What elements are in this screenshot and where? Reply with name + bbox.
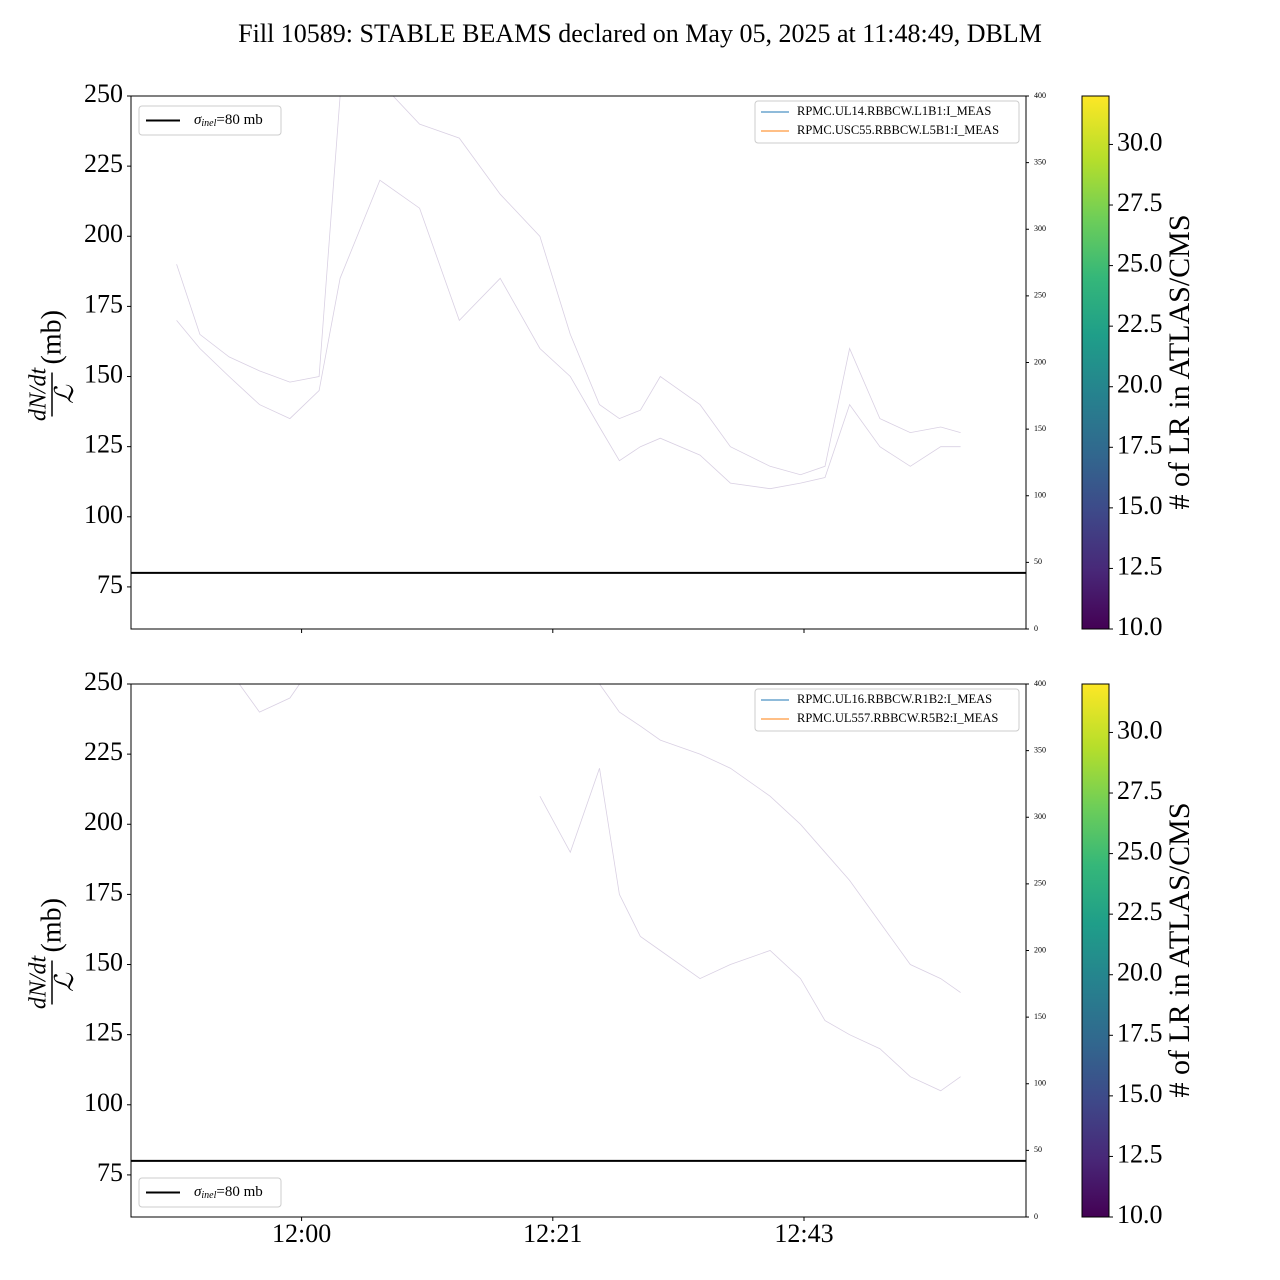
plot-frame	[130, 95, 1027, 630]
legend-text: =80 mb	[216, 112, 262, 128]
y-label-denominator: ℒ	[50, 384, 79, 404]
colorbar-tick-label: 15.0	[1117, 1079, 1163, 1108]
y-tick-label: 200	[84, 219, 123, 248]
legend-subscript: inel	[201, 118, 216, 129]
y2-tick-label: 200	[1034, 357, 1046, 366]
legend-symbol: σ	[194, 112, 202, 128]
y-tick-label: 200	[84, 807, 123, 836]
y2-tick-label: 300	[1034, 224, 1046, 233]
y2-tick-label: 100	[1034, 491, 1046, 500]
colorbar-tick-label: 15.0	[1117, 491, 1163, 520]
y2-tick-label: 400	[1034, 91, 1046, 100]
colorbar-tick-label: 22.5	[1117, 309, 1163, 338]
legend-box	[138, 105, 282, 136]
y2-tick-label: 0	[1034, 624, 1038, 633]
legend-label: RPMC.UL557.RBBCW.R5B2:I_MEAS	[797, 711, 998, 725]
y-label-denominator: ℒ	[50, 972, 79, 992]
colorbar-tick-label: 20.0	[1117, 958, 1163, 987]
legend: σinel=80 mb RPMC.UL16.RBBCW.R1B2:I_MEAS RP…	[138, 688, 1020, 1208]
y-label-unit: (mb)	[36, 310, 67, 364]
y2-tick-label: 400	[1034, 679, 1046, 688]
figure-title: Fill 10589: STABLE BEAMS declared on May…	[238, 19, 1042, 48]
y-axis-label: dN/dtℒ (mb)	[26, 898, 79, 1009]
y-tick-label: 150	[84, 947, 123, 976]
y-tick-label: 75	[97, 1158, 123, 1187]
y-label-numerator: dN/dt	[26, 954, 52, 1009]
series-line	[539, 768, 961, 1092]
y2-tick-label: 0	[1034, 1212, 1038, 1221]
y2-tick-label: 150	[1034, 424, 1046, 433]
legend-label: RPMC.UL14.RBBCW.L1B1:I_MEAS	[797, 104, 991, 118]
y-tick-label: 225	[84, 737, 123, 766]
y-label-numerator: dN/dt	[26, 366, 52, 421]
y2-tick-label: 300	[1034, 812, 1046, 821]
colorbar-tick-label: 27.5	[1117, 188, 1163, 217]
colorbar	[1081, 683, 1110, 1218]
legend-label: RPMC.UL16.RBBCW.R1B2:I_MEAS	[797, 692, 992, 706]
y2-tick-label: 50	[1034, 1145, 1042, 1154]
y-tick-label: 250	[84, 79, 123, 108]
x-tick-label: 12:00	[272, 1219, 331, 1248]
y2-tick-label: 50	[1034, 557, 1042, 566]
colorbar	[1081, 95, 1110, 630]
y-tick-label: 175	[84, 289, 123, 318]
y-tick-label: 150	[84, 359, 123, 388]
x-tick-label: 12:21	[523, 1219, 582, 1248]
y-tick-label: 75	[97, 570, 123, 599]
y-tick-label: 125	[84, 430, 123, 459]
legend-label: σinel=80 mb	[194, 1184, 263, 1201]
plot-frame	[130, 683, 1027, 1218]
y-tick-label: 175	[84, 877, 123, 906]
y-tick-label: 125	[84, 1018, 123, 1047]
colorbar-label: # of LR in ATLAS/CMS	[1163, 802, 1196, 1097]
series-line	[176, 179, 961, 490]
colorbar-tick-label: 30.0	[1117, 127, 1163, 156]
y2-tick-label: 100	[1034, 1079, 1046, 1088]
y2-tick-label: 350	[1034, 157, 1046, 166]
colorbar-tick-label: 25.0	[1117, 837, 1163, 866]
panel: 75 100 125 150 175 200 225 250 0 50 100 150 200 250 30…	[26, 79, 1196, 641]
y-tick-label: 225	[84, 149, 123, 178]
y2-tick-label: 250	[1034, 879, 1046, 888]
colorbar-tick-label: 30.0	[1117, 715, 1163, 744]
y2-tick-label: 250	[1034, 291, 1046, 300]
legend-label: RPMC.USC55.RBBCW.L5B1:I_MEAS	[797, 123, 999, 137]
colorbar-tick-label: 25.0	[1117, 249, 1163, 278]
colorbar-tick-label: 22.5	[1117, 897, 1163, 926]
legend: σinel=80 mb RPMC.UL14.RBBCW.L1B1:I_MEAS RP…	[138, 100, 1020, 144]
series-line	[238, 684, 961, 993]
legend-box	[138, 1177, 282, 1208]
colorbar-tick-label: 12.5	[1117, 1139, 1163, 1168]
y-axis-label: dN/dtℒ (mb)	[26, 310, 79, 421]
x-tick-label: 12:43	[774, 1219, 833, 1248]
legend-label: σinel=80 mb	[194, 112, 263, 129]
legend-box	[754, 688, 1020, 732]
y2-tick-label: 150	[1034, 1012, 1046, 1021]
y2-tick-label: 350	[1034, 745, 1046, 754]
legend-symbol: σ	[194, 1184, 202, 1200]
legend-box	[754, 100, 1020, 144]
y-label-unit: (mb)	[36, 898, 67, 952]
colorbar-tick-label: 17.5	[1117, 1018, 1163, 1047]
legend-text: =80 mb	[216, 1184, 262, 1200]
panel: 75 100 125 150 175 200 225 250 0 50 100 150 200 250 30…	[26, 667, 1196, 1248]
y-tick-label: 100	[84, 500, 123, 529]
series-line	[176, 96, 961, 476]
colorbar-tick-label: 27.5	[1117, 776, 1163, 805]
colorbar-tick-label: 20.0	[1117, 370, 1163, 399]
colorbar-label: # of LR in ATLAS/CMS	[1163, 214, 1196, 509]
y-tick-label: 100	[84, 1088, 123, 1117]
colorbar-tick-label: 10.0	[1117, 1200, 1163, 1229]
y2-tick-label: 200	[1034, 945, 1046, 954]
legend-subscript: inel	[201, 1190, 216, 1201]
colorbar-tick-label: 10.0	[1117, 612, 1163, 641]
colorbar-tick-label: 12.5	[1117, 551, 1163, 580]
y-tick-label: 250	[84, 667, 123, 696]
colorbar-tick-label: 17.5	[1117, 430, 1163, 459]
